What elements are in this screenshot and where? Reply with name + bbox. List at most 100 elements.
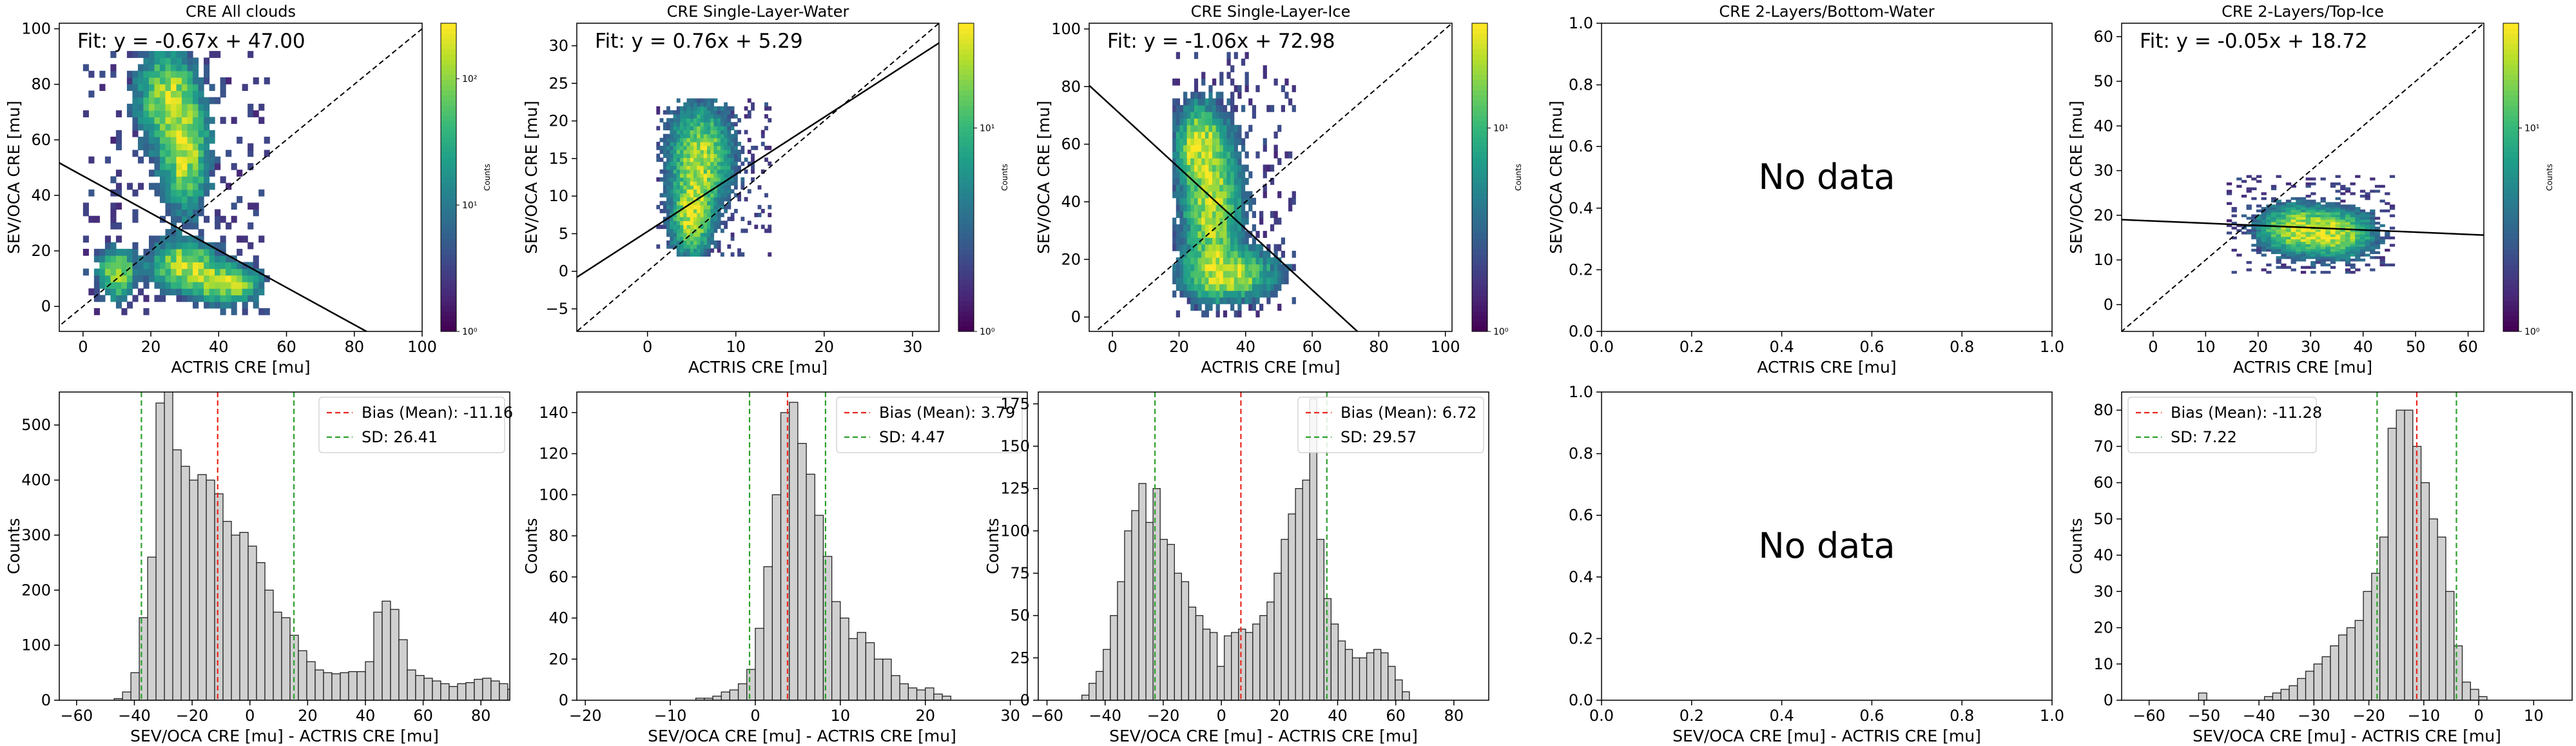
heatmap-cell (182, 143, 188, 151)
heatmap-cell (264, 150, 270, 157)
heatmap-cell (1266, 270, 1271, 278)
heatmap-cell (686, 114, 691, 119)
heatmap-cell (1241, 244, 1246, 251)
heatmap-cell (247, 282, 254, 289)
heatmap-cell (1172, 237, 1177, 245)
heatmap-cell (2290, 231, 2296, 235)
heatmap-cell (1194, 85, 1199, 92)
heatmap-cell (1197, 124, 1202, 132)
heatmap-cell (258, 288, 265, 296)
heatmap-cell (253, 110, 259, 117)
heatmap-cell (2256, 248, 2262, 252)
heatmap-cell (1215, 290, 1220, 298)
heatmap-cell (2300, 217, 2307, 220)
heatmap-cell (121, 275, 128, 282)
heatmap-cell (676, 141, 681, 146)
heatmap-cell (1219, 151, 1224, 159)
colorbar-segment (958, 285, 974, 291)
heatmap-cell (1223, 224, 1228, 231)
heatmap-cell (115, 182, 122, 190)
x-tick-label: 0.6 (1859, 338, 1884, 356)
heatmap-cell (104, 268, 111, 276)
heatmap-cell (2285, 239, 2292, 242)
heatmap-cell (2320, 209, 2326, 213)
heatmap-cell (2285, 244, 2292, 247)
heatmap-cell (1186, 184, 1191, 192)
heatmap-cell (670, 110, 674, 115)
heatmap-cell (1172, 231, 1177, 238)
histogram-bar (1223, 635, 1232, 700)
heatmap-cell (706, 248, 711, 253)
heatmap-cell (673, 232, 677, 237)
heatmap-cell (1270, 270, 1275, 278)
heatmap-cell (730, 213, 735, 217)
histogram-bar (2420, 482, 2430, 700)
heatmap-cell (2256, 180, 2262, 183)
heatmap-cell (720, 133, 724, 139)
y-tick-label: 200 (21, 581, 51, 599)
heatmap-cell (741, 181, 745, 186)
heatmap-cell (115, 202, 122, 210)
heatmap-cell (683, 110, 688, 115)
heatmap-cell (204, 110, 210, 117)
heatmap-cell (237, 282, 243, 289)
heatmap-cell (132, 242, 139, 250)
heatmap-cell (264, 137, 270, 144)
heatmap-cell (673, 173, 677, 178)
heatmap-cell (673, 221, 677, 226)
heatmap-cell (2251, 221, 2257, 225)
heatmap-cell (2335, 219, 2341, 222)
heatmap-cell (2340, 229, 2346, 232)
colorbar-segment (441, 84, 456, 91)
heatmap-cell (713, 208, 718, 213)
colorbar-tick-label: 10¹ (1493, 124, 1508, 134)
heatmap-cell (1194, 171, 1199, 179)
histogram-bar (407, 669, 416, 700)
heatmap-cell (215, 222, 221, 230)
heatmap-cell (176, 84, 182, 92)
heatmap-cell (204, 143, 210, 151)
colorbar-segment (1472, 152, 1487, 157)
heatmap-cell (1292, 197, 1296, 205)
heatmap-cell (1183, 98, 1188, 106)
heatmap-cell (1244, 72, 1249, 79)
heatmap-cell (2281, 231, 2287, 235)
heatmap-cell (2266, 263, 2272, 267)
heatmap-cell (2285, 217, 2292, 220)
heatmap-cell (220, 90, 226, 98)
heatmap-cell (733, 122, 738, 127)
heatmap-cell (1219, 211, 1224, 219)
heatmap-cell (2350, 259, 2356, 262)
heatmap-cell (1226, 284, 1231, 291)
heatmap-cell (1197, 257, 1202, 265)
heatmap-cell (2300, 209, 2307, 213)
heatmap-cell (697, 130, 701, 135)
heatmap-cell (2340, 256, 2346, 259)
identity-line (59, 28, 422, 327)
heatmap-cell (1186, 270, 1191, 278)
colorbar-segment (2503, 126, 2519, 132)
colorbar-segment (441, 223, 456, 230)
heatmap-cell (2261, 246, 2267, 250)
heatmap-cell (1183, 171, 1188, 179)
heatmap-cell (710, 150, 715, 154)
heatmap-cell (727, 110, 731, 115)
heatmap-cell (137, 137, 144, 144)
heatmap-cell (182, 268, 188, 276)
heatmap-cell (690, 197, 694, 202)
heatmap-cell (673, 217, 677, 221)
heatmap-cell (1241, 237, 1246, 245)
x-tick-label: −20 (1147, 707, 1180, 725)
heatmap-cell (2345, 253, 2351, 257)
heatmap-cell (1176, 158, 1180, 165)
heatmap-cell (176, 90, 182, 98)
heatmap-cell (1288, 264, 1293, 271)
heatmap-cell (2276, 256, 2281, 259)
heatmap-cell (126, 182, 133, 190)
heatmap-cell (1186, 138, 1191, 146)
heatmap-cell (198, 182, 204, 190)
heatmap-cell (717, 126, 721, 131)
heatmap-cell (1186, 164, 1191, 172)
heatmap-cell (215, 162, 221, 170)
heatmap-cell (242, 295, 248, 302)
